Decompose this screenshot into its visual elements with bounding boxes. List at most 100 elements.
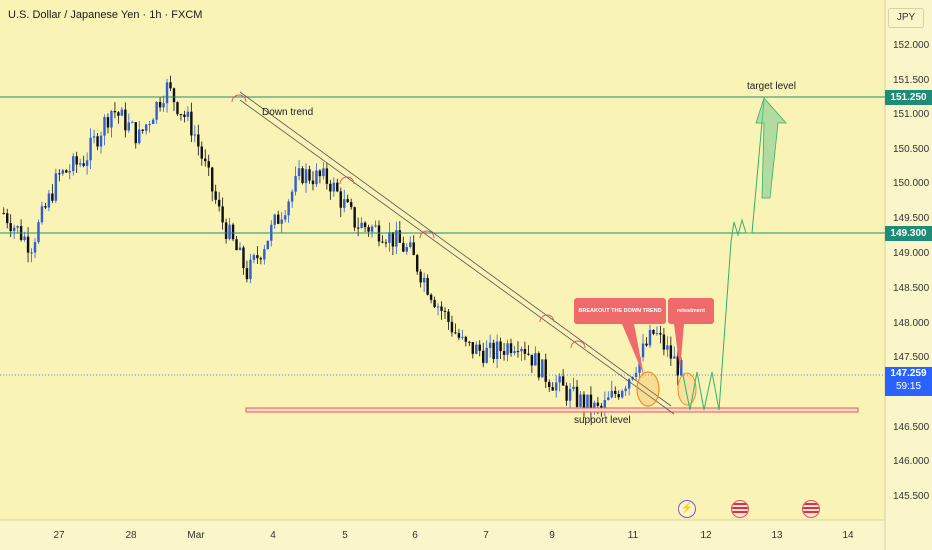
- candle-body: [165, 82, 169, 104]
- candle-body: [575, 386, 579, 407]
- candle-body: [603, 400, 607, 409]
- candle-body: [384, 242, 388, 244]
- candle-body: [61, 170, 65, 174]
- retest-callout: retestment: [668, 298, 714, 324]
- y-tick-label: 149.000: [893, 248, 930, 259]
- candle-body: [527, 353, 530, 355]
- candle-body: [277, 214, 280, 224]
- y-tick-label: 146.000: [893, 456, 930, 467]
- breakout-highlight: [636, 371, 660, 407]
- target-price-tag: 151.250: [885, 90, 932, 105]
- candle-body: [409, 242, 412, 247]
- candle-body: [548, 381, 551, 388]
- candle-body: [475, 344, 478, 354]
- candle-body: [224, 222, 228, 239]
- candle-body: [210, 167, 214, 192]
- current-price-tag: 147.259 59:15: [885, 367, 932, 396]
- support-zone: [245, 407, 859, 413]
- candle-body: [297, 168, 301, 177]
- candle-body: [367, 227, 370, 232]
- candle-body: [589, 394, 593, 412]
- y-tick-label: 146.500: [893, 422, 930, 433]
- candle-body: [78, 163, 82, 165]
- candle-body: [172, 88, 176, 103]
- candle-body: [346, 199, 349, 203]
- candle-body: [228, 224, 231, 239]
- candle-body: [582, 394, 586, 409]
- y-tick-label: 148.000: [893, 318, 930, 329]
- candle-body: [610, 390, 613, 398]
- candle-body: [488, 342, 492, 348]
- candle-body: [353, 207, 356, 228]
- candle-body: [464, 336, 468, 342]
- y-tick-label: 148.500: [893, 283, 930, 294]
- candle-body: [12, 227, 16, 232]
- candle-body: [30, 252, 33, 254]
- candle-body: [551, 387, 554, 391]
- candle-body: [325, 168, 329, 184]
- candle-body: [509, 343, 513, 353]
- lightning-icon[interactable]: ⚡: [678, 500, 696, 518]
- candle-body: [148, 124, 151, 126]
- candle-body: [329, 183, 332, 192]
- x-tick-label: 12: [700, 530, 712, 541]
- candle-body: [99, 135, 103, 147]
- candle-body: [593, 402, 596, 412]
- target-arrow: [755, 97, 787, 199]
- x-tick-label: 9: [549, 530, 555, 541]
- y-tick-label: 151.500: [893, 75, 930, 86]
- x-tick-label: 4: [270, 530, 276, 541]
- candle-body: [54, 173, 58, 201]
- candle-body: [238, 247, 242, 251]
- candle-body: [65, 170, 68, 173]
- candle-body: [450, 321, 454, 333]
- candle-body: [554, 382, 558, 391]
- candle-body: [495, 341, 499, 360]
- candle-body: [200, 146, 203, 159]
- drawing-layer: [0, 91, 885, 415]
- candle-body: [614, 390, 617, 395]
- candle-body: [141, 129, 144, 131]
- down-trend-label: Down trend: [262, 107, 314, 118]
- us-flag-icon[interactable]: [731, 500, 749, 518]
- candle-body: [568, 389, 572, 401]
- candle-body: [51, 193, 54, 201]
- candle-body: [579, 394, 582, 407]
- x-tick-label: 28: [125, 530, 137, 541]
- breakout-callout-pointer: [622, 324, 644, 376]
- candle-body: [673, 356, 676, 359]
- candle-body: [652, 329, 655, 334]
- candle-body: [68, 171, 71, 173]
- candle-body: [120, 109, 124, 116]
- candle-body: [207, 161, 210, 168]
- candle-body: [565, 385, 568, 401]
- us-flag-icon[interactable]: [802, 500, 820, 518]
- y-tick-label: 150.000: [893, 178, 930, 189]
- candle-body: [513, 351, 516, 353]
- candle-body: [655, 333, 659, 335]
- y-tick-label: 147.500: [893, 352, 930, 363]
- y-tick-label: 149.500: [893, 213, 930, 224]
- candle-body: [217, 199, 221, 207]
- candle-body: [457, 333, 461, 338]
- candle-body: [315, 170, 318, 185]
- candle-body: [395, 230, 398, 247]
- candle-body: [422, 277, 426, 283]
- candle-body: [343, 199, 346, 208]
- candle-body: [144, 124, 148, 131]
- candle-body: [113, 110, 117, 113]
- candle-body: [541, 359, 544, 378]
- candle-body: [561, 376, 565, 386]
- candle-body: [558, 376, 561, 383]
- candle-body: [162, 103, 165, 108]
- candle-body: [5, 213, 9, 224]
- candle-body: [37, 222, 40, 243]
- candle-body: [33, 242, 37, 253]
- candle-body: [648, 329, 652, 346]
- candle-body: [607, 397, 610, 401]
- currency-button[interactable]: JPY: [888, 8, 924, 28]
- candle-body: [318, 170, 322, 177]
- candle-body: [645, 343, 648, 346]
- candle-body: [280, 219, 283, 224]
- candle-body: [381, 241, 384, 243]
